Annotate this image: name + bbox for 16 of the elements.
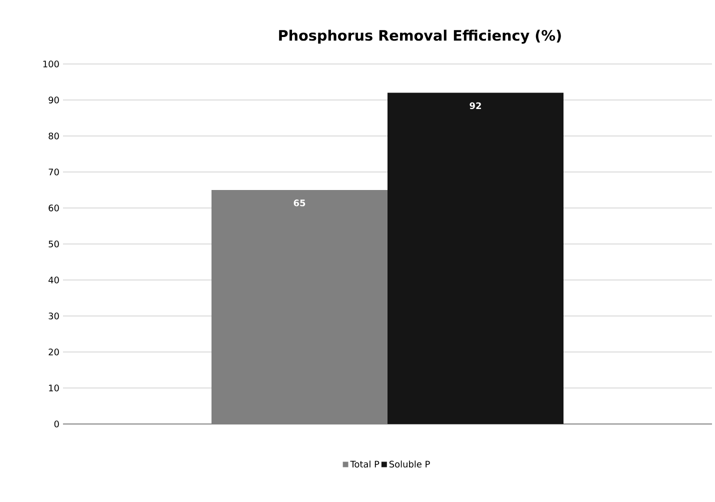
- data-label: 92: [470, 102, 481, 110]
- y-tick-label: 20: [48, 348, 59, 356]
- y-tick-label: 80: [48, 132, 59, 140]
- y-tick-label: 10: [49, 384, 59, 392]
- y-tick-label: 100: [43, 60, 59, 68]
- chart-title: Phosphorus Removal Efficiency (%): [279, 30, 561, 44]
- legend-label: Soluble P: [389, 460, 430, 468]
- data-label: 65: [294, 200, 306, 206]
- y-tick-label: 50: [48, 240, 59, 248]
- legend-label: Total P: [350, 460, 380, 468]
- y-tick-label: 30: [48, 312, 59, 320]
- y-tick-label: 60: [48, 204, 59, 212]
- y-tick-label: 0: [54, 420, 59, 428]
- y-tick-label: 70: [48, 168, 59, 176]
- y-tick-label: 40: [48, 276, 59, 284]
- y-tick-label: 90: [48, 96, 59, 104]
